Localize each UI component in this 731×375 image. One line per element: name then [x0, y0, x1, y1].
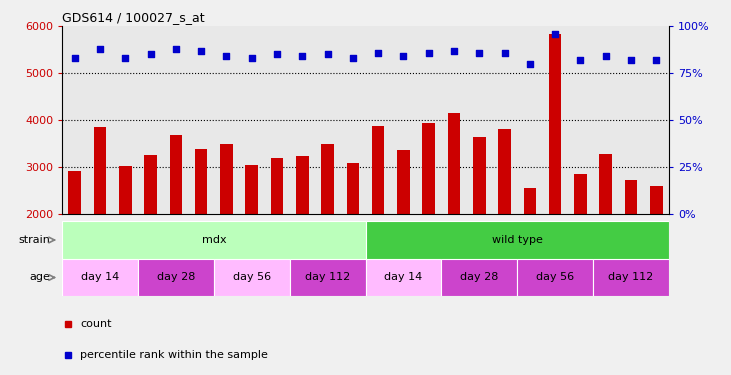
- Bar: [346, 163, 359, 214]
- Bar: [119, 166, 132, 214]
- Bar: [366, 259, 442, 296]
- Bar: [94, 127, 107, 214]
- Text: wild type: wild type: [492, 235, 542, 245]
- Bar: [499, 129, 511, 214]
- Point: [423, 50, 434, 55]
- Point: [549, 31, 561, 37]
- Bar: [138, 259, 213, 296]
- Point: [499, 50, 510, 55]
- Bar: [246, 165, 258, 214]
- Point: [347, 55, 359, 61]
- Point: [94, 46, 106, 52]
- Bar: [69, 171, 81, 214]
- Text: day 112: day 112: [608, 273, 654, 282]
- Bar: [289, 259, 366, 296]
- Bar: [397, 150, 410, 214]
- Point: [398, 53, 409, 59]
- Point: [524, 61, 536, 67]
- Bar: [442, 259, 518, 296]
- Point: [625, 57, 637, 63]
- Bar: [170, 135, 182, 214]
- Bar: [518, 259, 593, 296]
- Bar: [593, 259, 669, 296]
- Bar: [213, 259, 289, 296]
- Bar: [473, 137, 485, 214]
- Bar: [574, 174, 587, 214]
- Text: count: count: [80, 319, 112, 329]
- Text: day 56: day 56: [536, 273, 574, 282]
- Bar: [599, 154, 612, 214]
- Text: strain: strain: [18, 235, 50, 245]
- Bar: [447, 113, 461, 214]
- Point: [145, 51, 156, 57]
- Text: day 28: day 28: [460, 273, 499, 282]
- Text: GDS614 / 100027_s_at: GDS614 / 100027_s_at: [62, 11, 205, 24]
- Text: day 112: day 112: [305, 273, 350, 282]
- Point: [448, 48, 460, 54]
- Point: [474, 50, 485, 55]
- Point: [297, 53, 308, 59]
- Bar: [372, 126, 385, 214]
- Text: day 14: day 14: [81, 273, 119, 282]
- Bar: [144, 154, 157, 214]
- Bar: [296, 156, 308, 214]
- Text: day 14: day 14: [385, 273, 423, 282]
- Text: mdx: mdx: [202, 235, 226, 245]
- Bar: [366, 221, 669, 259]
- Point: [246, 55, 257, 61]
- Point: [170, 46, 182, 52]
- Point: [575, 57, 586, 63]
- Point: [69, 55, 80, 61]
- Bar: [270, 158, 284, 214]
- Point: [600, 53, 612, 59]
- Bar: [62, 221, 366, 259]
- Text: percentile rank within the sample: percentile rank within the sample: [80, 350, 268, 360]
- Bar: [321, 144, 334, 214]
- Bar: [624, 180, 637, 214]
- Point: [322, 51, 333, 57]
- Text: age: age: [29, 273, 50, 282]
- Bar: [195, 148, 208, 214]
- Point: [221, 53, 232, 59]
- Bar: [549, 34, 561, 214]
- Bar: [423, 123, 435, 214]
- Bar: [523, 188, 536, 214]
- Text: day 28: day 28: [156, 273, 195, 282]
- Point: [372, 50, 384, 55]
- Point: [119, 55, 131, 61]
- Bar: [62, 259, 138, 296]
- Point: [271, 51, 283, 57]
- Point: [651, 57, 662, 63]
- Bar: [650, 186, 662, 214]
- Bar: [220, 144, 232, 214]
- Point: [195, 48, 207, 54]
- Text: day 56: day 56: [232, 273, 270, 282]
